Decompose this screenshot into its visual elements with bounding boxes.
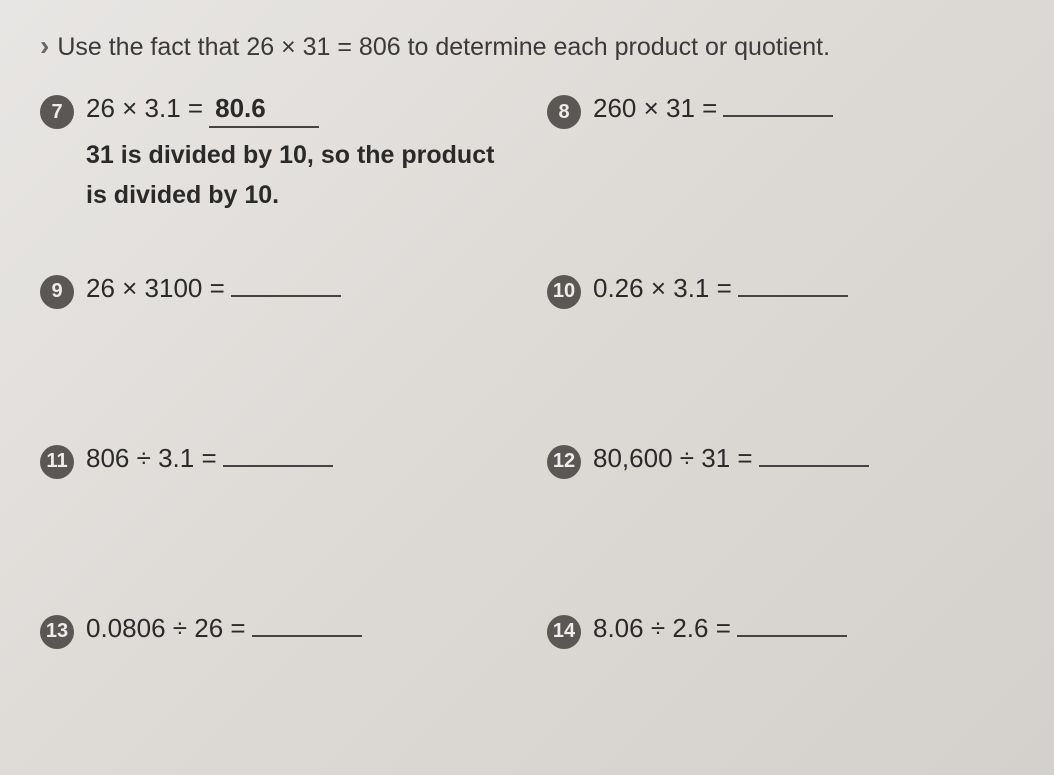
problem-badge: 14 <box>547 615 581 649</box>
problem-14-cell: 14 8.06 ÷ 2.6 = <box>547 613 1014 673</box>
chevron-icon: › <box>40 30 49 62</box>
problem-expression: 260 × 31 = <box>593 93 717 124</box>
problem-badge: 8 <box>547 95 581 129</box>
problem-11: 11 806 ÷ 3.1 = <box>40 443 507 479</box>
problem-expression: 80,600 ÷ 31 = <box>593 443 753 474</box>
instruction-text: Use the fact that 26 × 31 = 806 to deter… <box>57 33 830 62</box>
problem-10: 10 0.26 × 3.1 = <box>547 273 1014 309</box>
problem-badge: 11 <box>40 445 74 479</box>
answer-blank[interactable] <box>231 293 341 297</box>
problem-7: 7 26 × 3.1 = 80.6 <box>40 93 507 129</box>
problem-expression: 8.06 ÷ 2.6 = <box>593 613 731 644</box>
problem-badge: 9 <box>40 275 74 309</box>
answer-blank[interactable] <box>723 113 833 117</box>
problem-8-cell: 8 260 × 31 = <box>547 93 1014 213</box>
problem-equation: 26 × 3100 = <box>86 273 341 304</box>
problem-12: 12 80,600 ÷ 31 = <box>547 443 1014 479</box>
problem-10-cell: 10 0.26 × 3.1 = <box>547 273 1014 333</box>
problem-expression: 26 × 3100 = <box>86 273 225 304</box>
problem-equation: 80,600 ÷ 31 = <box>593 443 869 474</box>
spacer <box>547 213 1014 273</box>
problem-badge: 12 <box>547 445 581 479</box>
problem-equation: 0.0806 ÷ 26 = <box>86 613 362 644</box>
problem-11-cell: 11 806 ÷ 3.1 = <box>40 443 507 503</box>
answer-blank[interactable]: 80.6 <box>209 93 319 128</box>
problem-expression: 0.26 × 3.1 = <box>593 273 732 304</box>
problem-badge: 13 <box>40 615 74 649</box>
problem-13-cell: 13 0.0806 ÷ 26 = <box>40 613 507 673</box>
problem-expression: 0.0806 ÷ 26 = <box>86 613 246 644</box>
answer-blank[interactable] <box>759 463 869 467</box>
answer-blank[interactable] <box>738 293 848 297</box>
spacer <box>40 213 507 273</box>
problem-equation: 0.26 × 3.1 = <box>593 273 848 304</box>
spacer <box>40 333 507 443</box>
spacer <box>547 333 1014 443</box>
problem-8: 8 260 × 31 = <box>547 93 1014 129</box>
spacer <box>547 503 1014 613</box>
problem-14: 14 8.06 ÷ 2.6 = <box>547 613 1014 649</box>
problem-7-cell: 7 26 × 3.1 = 80.6 31 is divided by 10, s… <box>40 93 507 213</box>
problem-expression: 26 × 3.1 = <box>86 93 203 124</box>
instruction-row: › Use the fact that 26 × 31 = 806 to det… <box>40 30 1014 65</box>
problem-9-cell: 9 26 × 3100 = <box>40 273 507 333</box>
problem-7-explain-line2: is divided by 10. <box>86 179 507 213</box>
problems-grid: 7 26 × 3.1 = 80.6 31 is divided by 10, s… <box>40 93 1014 673</box>
problem-12-cell: 12 80,600 ÷ 31 = <box>547 443 1014 503</box>
problem-equation: 260 × 31 = <box>593 93 833 124</box>
problem-13: 13 0.0806 ÷ 26 = <box>40 613 507 649</box>
problem-expression: 806 ÷ 3.1 = <box>86 443 217 474</box>
problem-equation: 26 × 3.1 = 80.6 <box>86 93 319 128</box>
problem-equation: 806 ÷ 3.1 = <box>86 443 333 474</box>
problem-badge: 7 <box>40 95 74 129</box>
problem-badge: 10 <box>547 275 581 309</box>
problem-7-explain-line1: 31 is divided by 10, so the product <box>86 139 507 173</box>
answer-blank[interactable] <box>737 633 847 637</box>
answer-blank[interactable] <box>223 463 333 467</box>
problem-9: 9 26 × 3100 = <box>40 273 507 309</box>
problem-equation: 8.06 ÷ 2.6 = <box>593 613 847 644</box>
spacer <box>40 503 507 613</box>
answer-blank[interactable] <box>252 633 362 637</box>
